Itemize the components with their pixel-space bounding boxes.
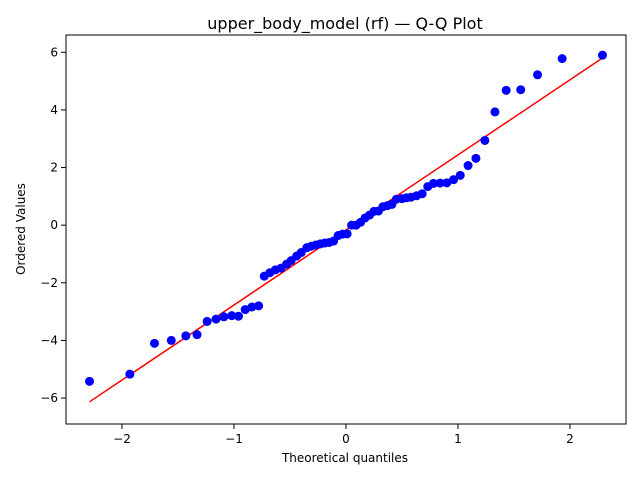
- data-point: [166, 335, 176, 345]
- data-point: [557, 54, 567, 64]
- x-tick-label: 2: [566, 432, 574, 446]
- x-tick-label: −1: [225, 432, 243, 446]
- data-point: [501, 85, 511, 95]
- data-point: [125, 369, 135, 379]
- data-point: [254, 301, 264, 311]
- data-point: [428, 178, 438, 188]
- y-axis-label: Ordered Values: [14, 183, 28, 275]
- points-layer: [85, 50, 607, 386]
- data-point: [533, 70, 543, 80]
- data-point: [455, 170, 465, 180]
- y-tick-label: 6: [50, 45, 58, 59]
- y-tick-label: 2: [50, 161, 58, 175]
- x-tick-label: 0: [342, 432, 350, 446]
- data-point: [227, 311, 237, 321]
- data-point: [219, 312, 229, 322]
- data-point: [202, 316, 212, 326]
- data-point: [471, 153, 481, 163]
- x-tick-label: 1: [454, 432, 462, 446]
- data-point: [480, 135, 490, 145]
- data-point: [463, 161, 473, 171]
- data-point: [211, 314, 221, 324]
- data-point: [597, 50, 607, 60]
- y-axis-ticks: −6 −4 −2 0 2 4 6: [40, 45, 66, 405]
- data-point: [233, 311, 243, 321]
- data-point: [342, 229, 352, 239]
- data-point: [516, 85, 526, 95]
- x-axis-label: Theoretical quantiles: [281, 451, 408, 465]
- data-point: [449, 175, 459, 185]
- x-axis-ticks: −2 −1 0 1 2: [113, 424, 574, 446]
- data-point: [149, 338, 159, 348]
- chart-title: upper_body_model (rf) — Q-Q Plot: [207, 14, 482, 34]
- data-point: [181, 331, 191, 341]
- y-tick-label: 4: [50, 103, 58, 117]
- y-tick-label: 0: [50, 218, 58, 232]
- x-tick-label: −2: [113, 432, 131, 446]
- y-tick-label: −6: [40, 391, 58, 405]
- data-point: [435, 178, 445, 188]
- data-point: [490, 107, 500, 117]
- data-point: [417, 189, 427, 199]
- data-point: [85, 376, 95, 386]
- y-tick-label: −4: [40, 333, 58, 347]
- y-tick-label: −2: [40, 276, 58, 290]
- data-point: [192, 330, 202, 340]
- data-point: [247, 302, 257, 312]
- data-point: [442, 178, 452, 188]
